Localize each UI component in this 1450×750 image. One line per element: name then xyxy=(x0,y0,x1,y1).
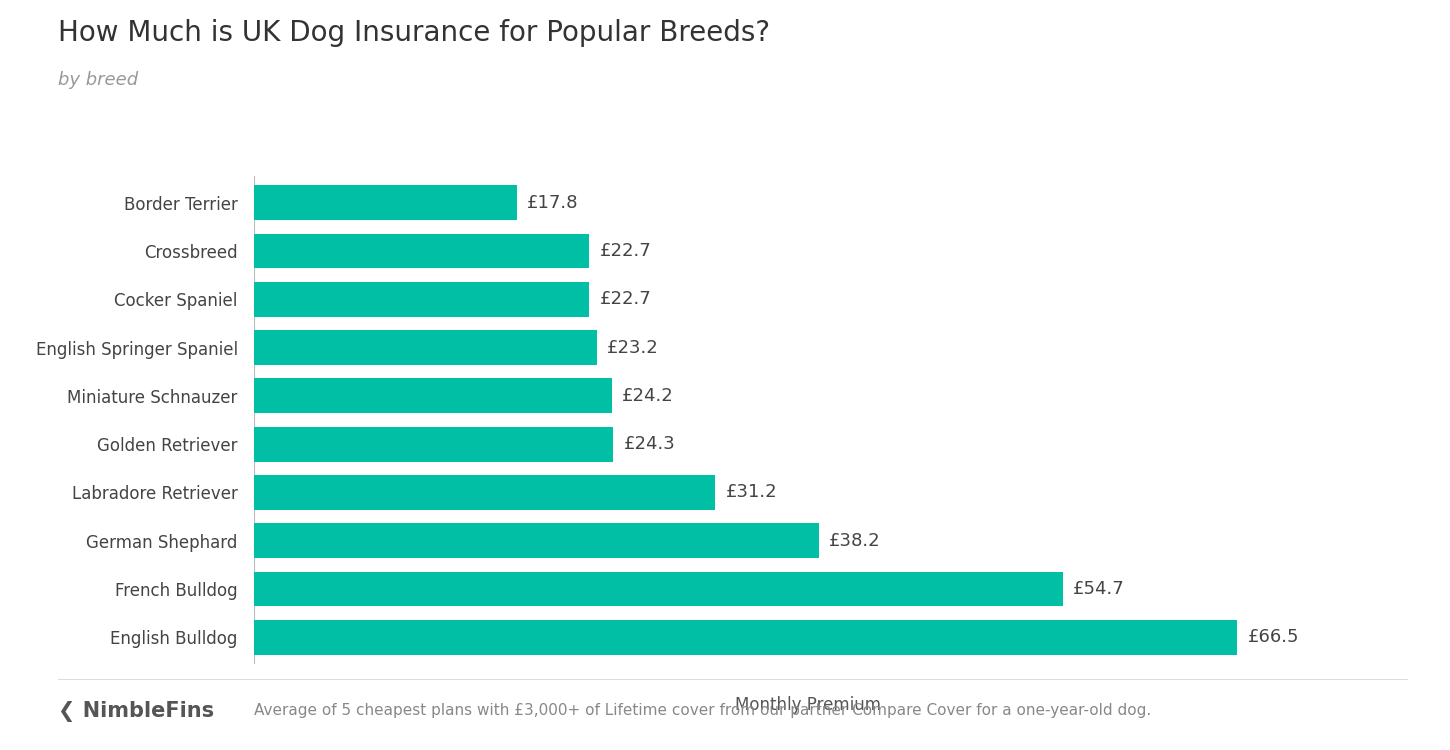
Text: £22.7: £22.7 xyxy=(600,290,651,308)
Bar xyxy=(254,427,613,461)
Bar xyxy=(254,234,590,268)
Text: £23.2: £23.2 xyxy=(608,338,658,356)
Bar xyxy=(254,524,819,558)
Text: £17.8: £17.8 xyxy=(528,194,579,211)
Text: £24.3: £24.3 xyxy=(624,435,676,453)
Bar xyxy=(254,620,1237,655)
Bar xyxy=(254,330,597,365)
Bar xyxy=(254,282,590,316)
Text: £66.5: £66.5 xyxy=(1247,628,1299,646)
Text: Monthly Premium: Monthly Premium xyxy=(735,696,882,714)
Text: £24.2: £24.2 xyxy=(622,387,674,405)
Text: ❮ NimbleFins: ❮ NimbleFins xyxy=(58,700,215,721)
Text: £38.2: £38.2 xyxy=(829,532,880,550)
Bar xyxy=(254,572,1063,606)
Text: £31.2: £31.2 xyxy=(725,484,777,502)
Text: by breed: by breed xyxy=(58,71,138,89)
Bar xyxy=(254,379,612,413)
Text: £22.7: £22.7 xyxy=(600,242,651,260)
Text: How Much is UK Dog Insurance for Popular Breeds?: How Much is UK Dog Insurance for Popular… xyxy=(58,19,770,46)
Text: Average of 5 cheapest plans with £3,000+ of Lifetime cover from our partner Comp: Average of 5 cheapest plans with £3,000+… xyxy=(254,704,1151,718)
Text: £54.7: £54.7 xyxy=(1073,580,1125,598)
Bar xyxy=(254,475,715,510)
Bar xyxy=(254,185,518,220)
